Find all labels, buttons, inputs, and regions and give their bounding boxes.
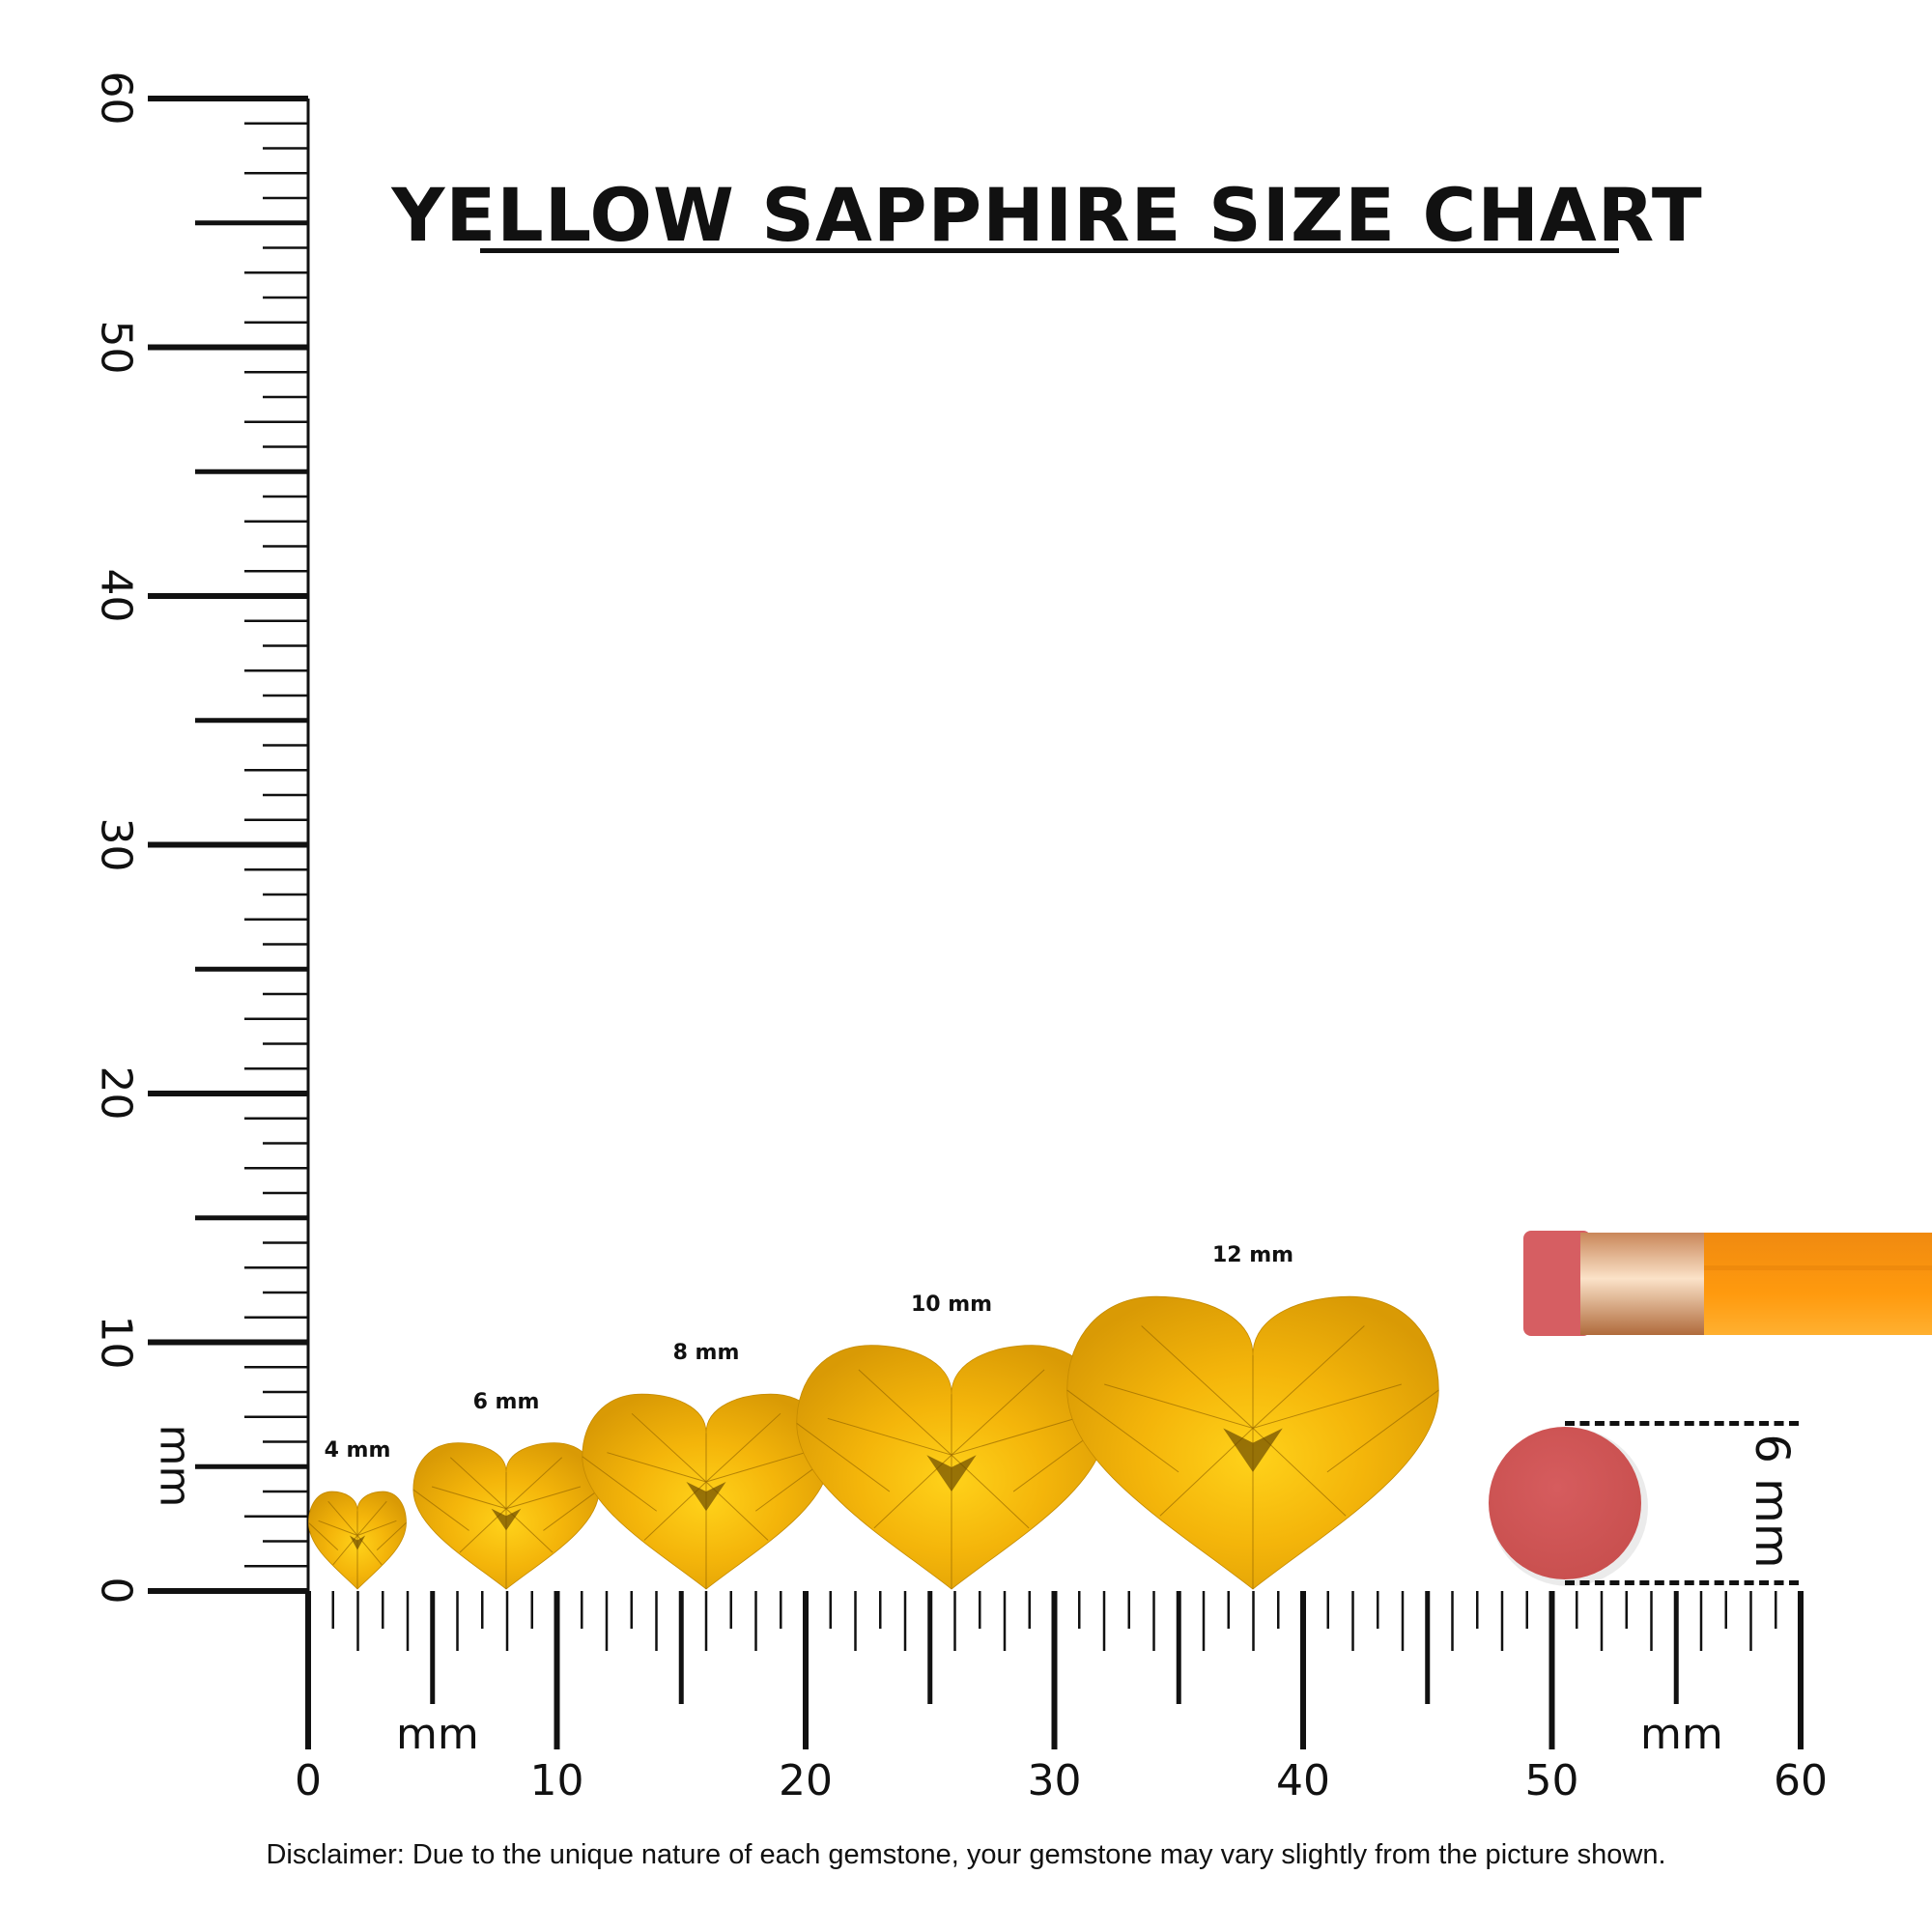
title-underline — [480, 248, 1619, 253]
vertical-unit-label: mm — [150, 1424, 200, 1508]
horizontal-tick-label: 30 — [1027, 1756, 1082, 1805]
horizontal-tick-label: 40 — [1276, 1756, 1330, 1805]
gem-heart-8mm — [582, 1394, 830, 1589]
gem-size-label: 4 mm — [324, 1438, 391, 1463]
disclaimer: Disclaimer: Due to the unique nature of … — [266, 1839, 1666, 1870]
horizontal-ruler — [305, 1591, 1804, 1749]
pencil-icon — [1523, 1231, 1932, 1336]
page-title: YELLOW SAPPHIRE SIZE CHART — [391, 172, 1703, 258]
horizontal-tick-label: 0 — [295, 1756, 322, 1805]
eraser-circle — [1489, 1427, 1641, 1579]
reference-dashed-line-top — [1565, 1421, 1799, 1426]
vertical-tick-label: 50 — [91, 320, 141, 374]
horizontal-unit-label-right: mm — [1640, 1710, 1723, 1759]
pencil-body — [1704, 1233, 1932, 1335]
gem-size-label: 8 mm — [672, 1341, 740, 1366]
vertical-tick-label: 0 — [91, 1577, 141, 1605]
horizontal-unit-label: mm — [396, 1710, 479, 1759]
vertical-tick-label: 20 — [91, 1065, 141, 1121]
horizontal-tick-label: 20 — [779, 1756, 833, 1805]
vertical-tick-label: 30 — [91, 817, 141, 871]
gem-heart-12mm — [1067, 1296, 1439, 1589]
gem-heart-10mm — [797, 1346, 1106, 1589]
vertical-tick-label: 10 — [91, 1315, 141, 1369]
reference-size-label: 6 mm — [1745, 1434, 1799, 1569]
gem-heart-4mm — [309, 1492, 407, 1589]
horizontal-tick-label: 60 — [1774, 1756, 1828, 1805]
gem-size-label: 12 mm — [1211, 1243, 1294, 1268]
pencil-ferrule — [1580, 1233, 1704, 1335]
gem-size-label: 6 mm — [472, 1389, 540, 1414]
vertical-ruler — [148, 96, 310, 1594]
horizontal-tick-label: 50 — [1524, 1756, 1579, 1805]
gem-heart-6mm — [413, 1443, 599, 1589]
gem-hearts — [309, 1296, 1439, 1589]
reference-dashed-line-bottom — [1565, 1580, 1799, 1585]
vertical-tick-label: 60 — [91, 71, 141, 126]
horizontal-tick-label: 10 — [529, 1756, 584, 1805]
gem-size-label: 10 mm — [910, 1292, 993, 1317]
vertical-tick-label: 40 — [91, 568, 141, 623]
pencil-eraser — [1523, 1231, 1591, 1336]
